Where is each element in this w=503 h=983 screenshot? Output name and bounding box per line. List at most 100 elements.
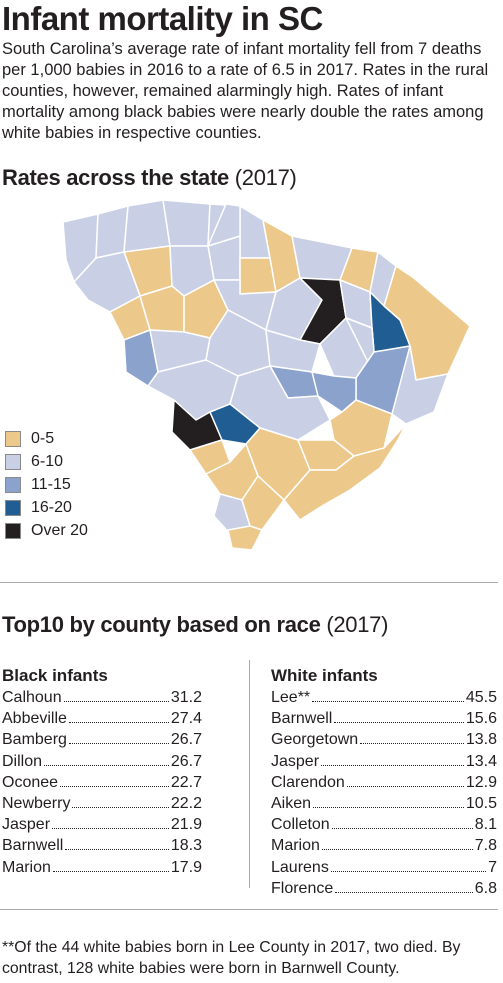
rate-value: 17.9	[170, 858, 202, 876]
legend-swatch	[5, 500, 21, 516]
table-row: Bamberg 26.7	[2, 729, 202, 750]
county-name: Florence	[271, 879, 334, 897]
county-name: Georgetown	[271, 731, 359, 749]
rate-value: 22.2	[170, 795, 202, 813]
footnote: **Of the 44 white babies born in Lee Cou…	[2, 939, 461, 977]
legend-label: 0-5	[31, 430, 55, 447]
county-greenville	[123, 199, 171, 253]
sc-county-map	[62, 199, 471, 551]
county-pickens	[95, 205, 129, 259]
county-name: Abbeville	[2, 710, 67, 728]
rate-value: 6.8	[474, 879, 497, 897]
dot-leader	[313, 807, 464, 809]
column-divider	[249, 660, 250, 888]
divider-bottom	[0, 909, 498, 910]
rate-value: 15.6	[465, 710, 497, 728]
legend-label: 16-20	[31, 499, 72, 516]
county-beaufort	[241, 475, 285, 531]
table-row: Lee** 45.5	[271, 687, 497, 708]
dot-leader	[52, 828, 169, 830]
dot-leader	[63, 701, 169, 702]
dot-leader	[330, 870, 487, 872]
rate-value: 26.7	[170, 731, 202, 749]
table-row: Calhoun 31.2	[2, 687, 202, 708]
county-name: Newberry	[2, 795, 71, 813]
dot-leader	[60, 785, 169, 787]
rate-value: 8.1	[474, 816, 497, 834]
county-spartanburg-east	[207, 203, 241, 247]
county-name: Oconee	[2, 773, 59, 791]
table-row: Barnwell 15.6	[271, 708, 497, 729]
legend-item-over-20: Over 20	[5, 520, 88, 542]
rate-value: 45.5	[465, 689, 497, 706]
white-infants-header: White infants	[271, 666, 378, 685]
dot-leader	[335, 891, 473, 893]
dot-leader	[68, 722, 169, 724]
legend-swatch	[5, 431, 21, 447]
legend-label: 11-15	[31, 476, 71, 493]
dot-leader	[72, 807, 169, 809]
divider-top	[0, 582, 498, 583]
dot-leader	[312, 701, 464, 702]
table-row: Abbeville 27.4	[2, 708, 202, 729]
county-name: Marion	[2, 858, 51, 876]
legend-item-6-10: 6-10	[5, 451, 88, 473]
rate-value: 26.7	[170, 752, 202, 770]
race-heading-year: (2017)	[326, 612, 389, 637]
dot-leader	[346, 785, 464, 787]
table-row: Marion 7.8	[271, 835, 497, 856]
county-name: Jasper	[271, 752, 320, 770]
table-row: Colleton 8.1	[271, 814, 497, 835]
race-heading-text: Top10 by county based on race	[2, 612, 321, 637]
dot-leader	[52, 870, 169, 872]
county-richland	[265, 329, 321, 373]
county-name: Colleton	[271, 816, 330, 834]
legend-item-0-5: 0-5	[5, 428, 88, 450]
page-title: Infant mortality in SC	[2, 0, 323, 37]
dot-leader	[321, 764, 464, 766]
table-row: Dillon 26.7	[2, 751, 202, 772]
table-row: Aiken 10.5	[271, 793, 497, 814]
county-name: Calhoun	[2, 689, 62, 706]
dot-leader	[68, 743, 169, 745]
rate-value: 18.3	[170, 837, 202, 855]
county-name: Bamberg	[2, 731, 67, 749]
rate-value: 7	[488, 858, 497, 876]
rate-value: 27.4	[170, 710, 202, 728]
county-charleston	[283, 423, 407, 521]
county-name: Marion	[271, 837, 320, 855]
map-heading-text: Rates across the state	[2, 165, 229, 190]
map-heading-year: (2017)	[234, 165, 297, 190]
county-spartanburg	[162, 199, 211, 247]
table-row: Newberry 22.2	[2, 793, 202, 814]
rate-value: 12.9	[465, 773, 497, 791]
legend-swatch	[5, 523, 21, 539]
legend-label: 6-10	[31, 453, 64, 470]
map-legend: 0-5 6-10 11-15 16-20 Over 20	[5, 428, 88, 543]
county-beaufort-south	[227, 525, 263, 551]
white-infants-list: White infants Lee** 45.5 Barnwell 15.6 Georg…	[271, 665, 497, 899]
rate-value: 7.8	[474, 837, 497, 855]
county-name: Jasper	[2, 816, 51, 834]
race-heading: Top10 by county based on race (2017)	[2, 612, 388, 638]
county-name: Barnwell	[271, 710, 333, 728]
county-name: Laurens	[271, 858, 329, 876]
table-row: Marion 17.9	[2, 857, 202, 878]
rate-value: 31.2	[170, 689, 202, 706]
legend-swatch	[5, 454, 21, 470]
dot-leader	[334, 722, 464, 724]
legend-item-11-15: 11-15	[5, 474, 88, 496]
dot-leader	[331, 828, 473, 830]
table-row: Jasper 13.4	[271, 751, 497, 772]
dot-leader	[321, 849, 473, 851]
table-row: Laurens 7	[271, 857, 497, 878]
county-name: Dillon	[2, 752, 43, 770]
county-name: Lee**	[271, 689, 311, 706]
table-row: Barnwell 18.3	[2, 835, 202, 856]
legend-item-16-20: 16-20	[5, 497, 88, 519]
black-infants-header: Black infants	[2, 666, 108, 685]
table-row: Clarendon 12.9	[271, 772, 497, 793]
county-name: Clarendon	[271, 773, 345, 791]
legend-swatch	[5, 477, 21, 493]
table-row: Georgetown 13.8	[271, 729, 497, 750]
